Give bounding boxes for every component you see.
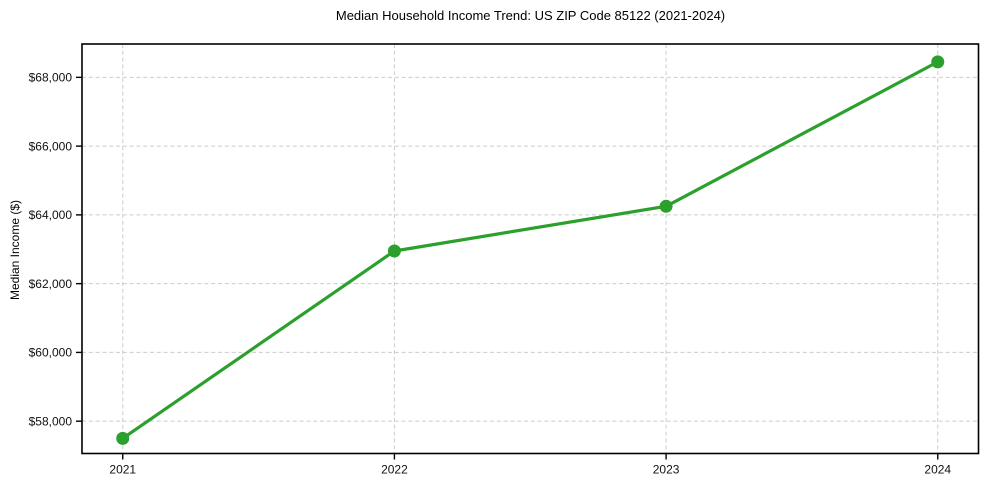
trend-line (121, 60, 940, 440)
y-tick-label: $58,000 (29, 414, 73, 428)
data-point-2022 (387, 244, 401, 258)
y-tick-label: $64,000 (29, 208, 73, 222)
data-point-2021 (116, 431, 130, 445)
y-tick-label: $62,000 (29, 277, 73, 291)
y-tick-label: $66,000 (29, 139, 73, 153)
chart-title: Median Household Income Trend: US ZIP Co… (335, 8, 726, 23)
x-tick-label: 2023 (653, 463, 680, 477)
x-tick-label: 2022 (381, 463, 408, 477)
plot-border (81, 43, 980, 455)
y-tick-label: $68,000 (29, 71, 73, 85)
y-tick-label: $60,000 (29, 346, 73, 360)
data-point-2024 (931, 55, 945, 69)
data-point-2023 (659, 199, 673, 213)
x-tick-label: 2021 (109, 463, 136, 477)
x-tick-label: 2024 (924, 463, 951, 477)
